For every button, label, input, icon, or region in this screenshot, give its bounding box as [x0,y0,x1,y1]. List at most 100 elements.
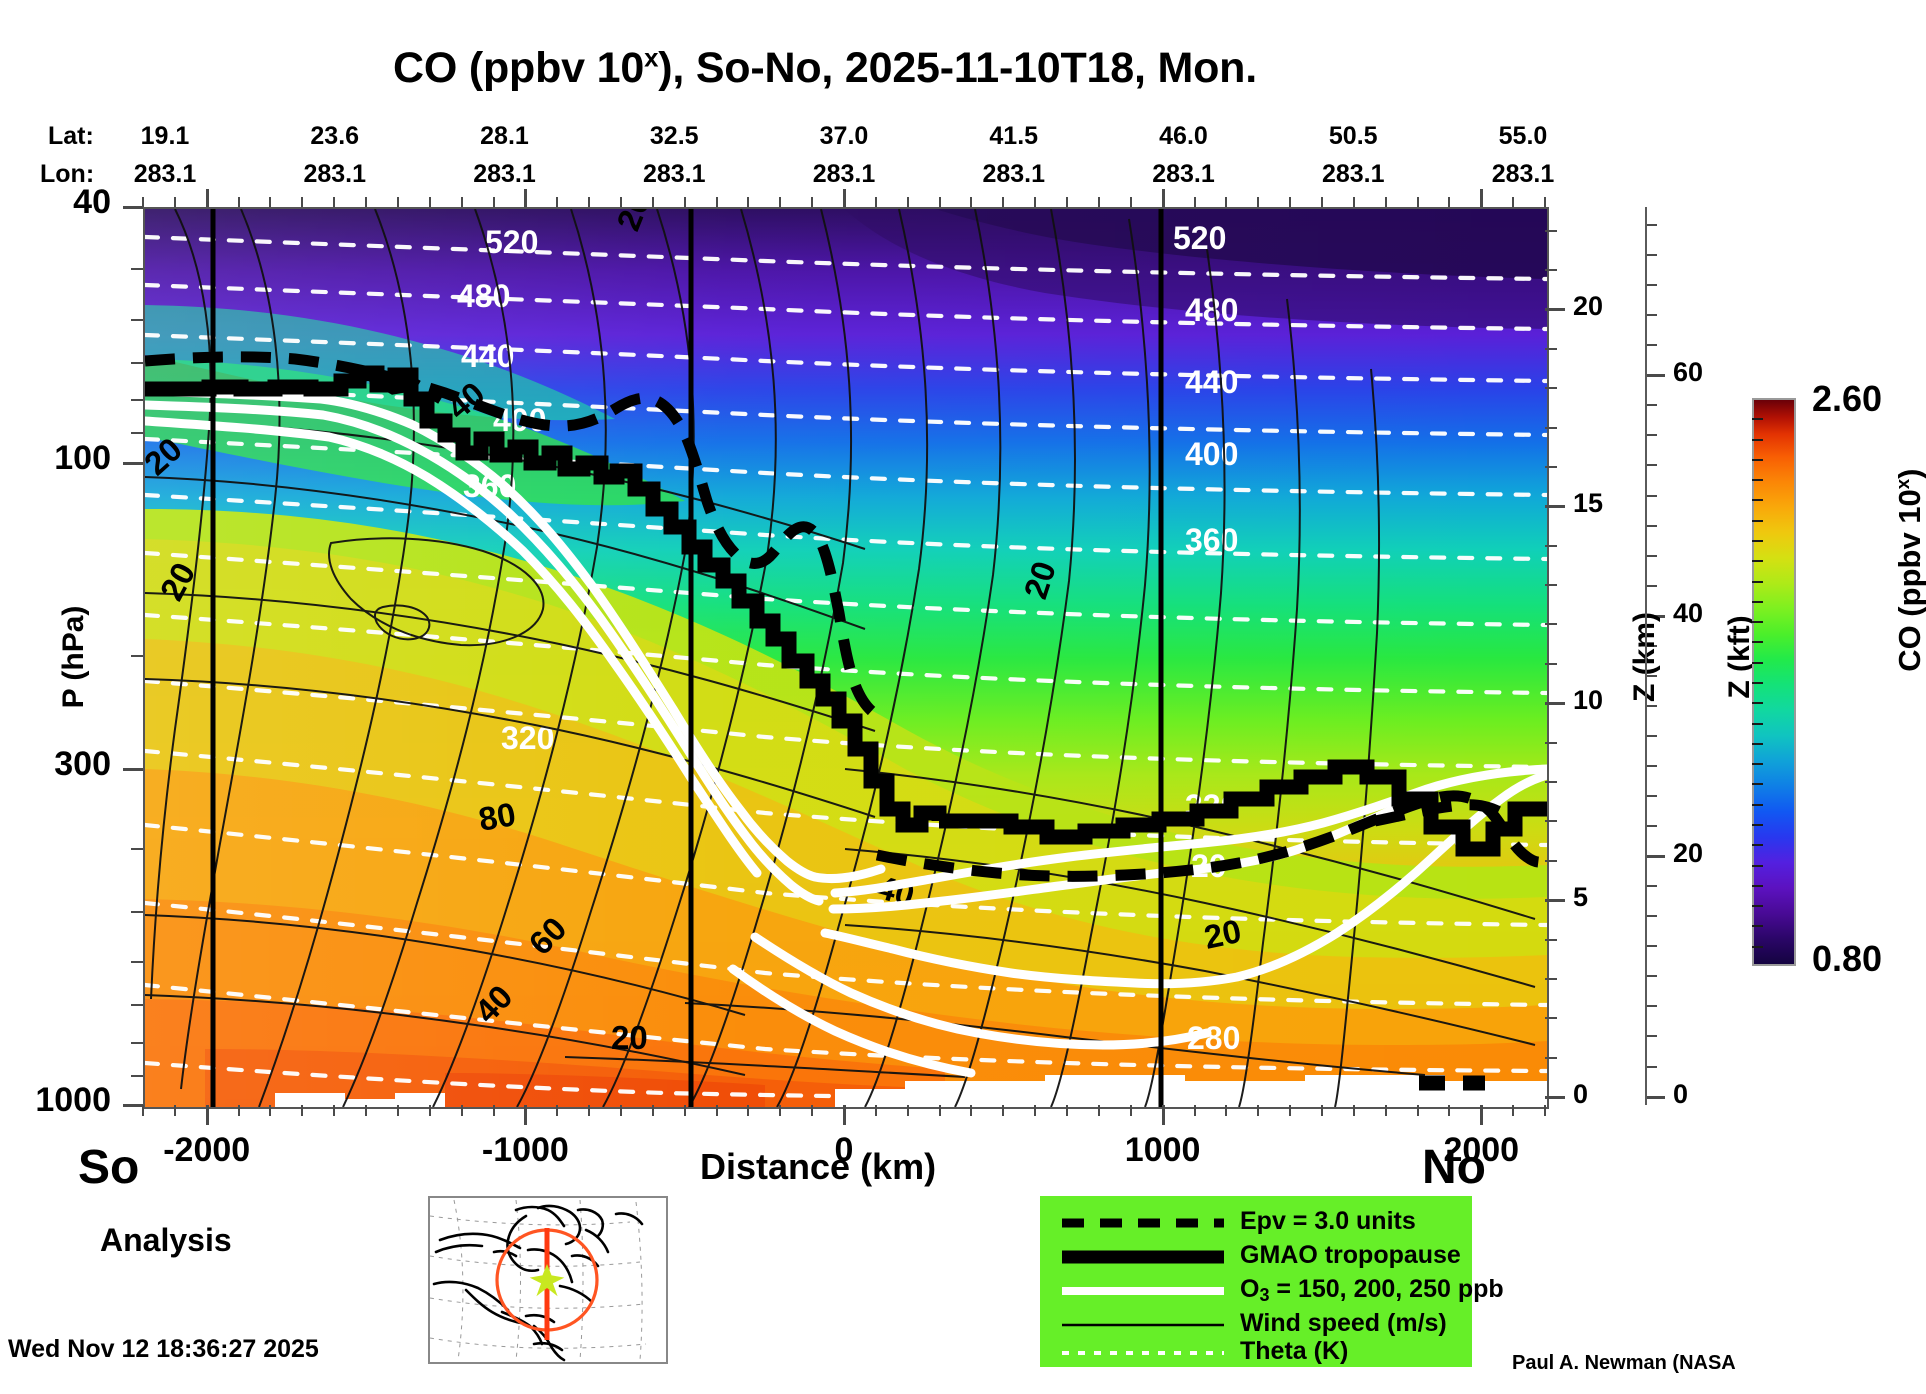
colorbar-min-label: 0.80 [1812,938,1883,979]
theta-labels: 520 520 480 480 440 440 400 400 360 360 … [457,220,1240,1056]
colorbar-tick [1752,763,1763,766]
colorbar-tick [1752,844,1763,847]
ozone-line-swatch [1058,1276,1230,1306]
zkm-minor-tick [1545,584,1557,587]
zkft-minor-tick [1645,434,1657,437]
y-minor-tick [131,1041,143,1044]
x-top-minor-tick [1384,197,1387,207]
y-tick-label: 40 [73,183,111,221]
x-top-minor-tick [1034,197,1037,207]
colorbar-tick [1752,479,1763,482]
svg-text:400: 400 [1185,436,1238,472]
y-tick-label: 300 [54,745,111,784]
zkft-tick-label: 60 [1673,357,1704,388]
zkft-minor-tick [1645,734,1657,737]
x-top-minor-tick [970,197,973,207]
plot-canvas: 520 520 480 480 440 440 400 400 360 360 … [145,209,1547,1107]
x-minor-tick [1193,1105,1196,1116]
colorbar-tick [1752,600,1763,603]
x-minor-tick [173,1105,176,1116]
latitude-header-row: Lat: 19.1 23.6 28.1 32.5 37.0 41.5 46.0 50.5 55.… [0,122,1926,154]
colorbar-tick [1752,783,1763,786]
y-minor-tick [131,910,143,913]
y-minor-tick [131,848,143,851]
longitude-value: 283.1 [303,160,367,188]
x-tick-label: 0 [834,1131,854,1169]
zkft-minor-tick [1645,915,1657,918]
colorbar-tick [1752,884,1763,887]
x-top-minor-tick [906,197,909,207]
zkm-tick-label: 5 [1573,882,1589,913]
x-minor-tick [747,1105,750,1116]
colorbar-tick [1752,864,1763,867]
longitude-value: 283.1 [1491,160,1555,188]
x-minor-tick [333,1105,336,1116]
x-major-tick [843,1105,846,1125]
zkft-tick-label: 0 [1673,1078,1689,1109]
zkm-major-tick [1545,702,1565,706]
x-top-minor-tick [1002,197,1005,207]
x-top-minor-tick [492,197,495,207]
legend-item-tropopause: GMAO tropopause [1058,1241,1468,1272]
svg-text:20: 20 [1201,912,1245,956]
legend-item-wind: Wind speed (m/s) [1058,1309,1468,1340]
latitude-value: 32.5 [649,122,699,150]
x-top-major-tick [1480,189,1484,207]
legend-label-tropopause: GMAO tropopause [1240,1241,1461,1269]
zkft-minor-tick [1645,254,1657,257]
zkm-minor-tick [1545,347,1557,350]
x-top-minor-tick [619,197,622,207]
title-exponent: x [644,44,659,73]
legend-label-wind: Wind speed (m/s) [1240,1309,1447,1337]
x-minor-tick [1097,1105,1100,1116]
x-minor-tick [1002,1105,1005,1116]
x-minor-tick [651,1105,654,1116]
y-minor-tick [131,399,143,402]
x-top-minor-tick [1257,197,1260,207]
analysis-label: Analysis [100,1222,232,1258]
zkft-minor-tick [1645,945,1657,948]
zkm-major-tick [1545,899,1565,903]
bottom-axis-title: Distance (km) [700,1146,937,1187]
y-minor-tick [131,1074,143,1077]
x-tick-label: 1000 [1124,1131,1201,1169]
svg-text:20: 20 [611,1019,648,1056]
zkft-minor-tick [1645,494,1657,497]
x-tick-label: -1000 [481,1131,569,1169]
x-top-minor-tick [1416,197,1419,207]
latitude-value: 28.1 [480,122,529,150]
zkm-minor-tick [1545,623,1557,626]
x-top-minor-tick [460,197,463,207]
x-major-tick [1480,1105,1484,1125]
zkft-minor-tick [1645,674,1657,677]
x-top-minor-tick [1289,197,1292,207]
y-minor-tick [131,432,143,435]
colorbar-tick [1752,925,1763,928]
x-tick-label: 2000 [1443,1131,1520,1169]
zkft-minor-tick [1645,314,1657,317]
zkft-minor-tick [1645,704,1657,707]
zkm-tick-label: 10 [1573,685,1604,716]
title-suffix: ), So-No, 2025-11-10T18, Mon. [658,44,1257,92]
inset-locator-map [428,1196,668,1364]
x-top-minor-tick [1225,197,1228,207]
latitude-value: 50.5 [1328,122,1378,150]
zkft-minor-tick [1645,344,1657,347]
x-top-minor-tick [1066,197,1069,207]
y-tick-label: 1000 [35,1081,111,1119]
x-top-minor-tick [1129,197,1132,207]
zkft-tick-label: 20 [1673,838,1704,869]
svg-text:440: 440 [461,338,514,374]
x-minor-tick [492,1105,495,1116]
x-minor-tick [142,1105,144,1116]
zkm-minor-tick [1545,977,1557,980]
colorbar-tick [1752,519,1763,522]
x-major-tick [205,1105,209,1125]
x-minor-tick [365,1105,368,1116]
zkm-minor-tick [1545,544,1557,547]
zkft-minor-tick [1645,1035,1657,1038]
zkm-minor-tick [1545,426,1557,429]
zkm-tick-label: 15 [1573,488,1604,519]
title-prefix: CO (ppbv 10 [393,44,645,92]
x-minor-tick [906,1105,909,1116]
